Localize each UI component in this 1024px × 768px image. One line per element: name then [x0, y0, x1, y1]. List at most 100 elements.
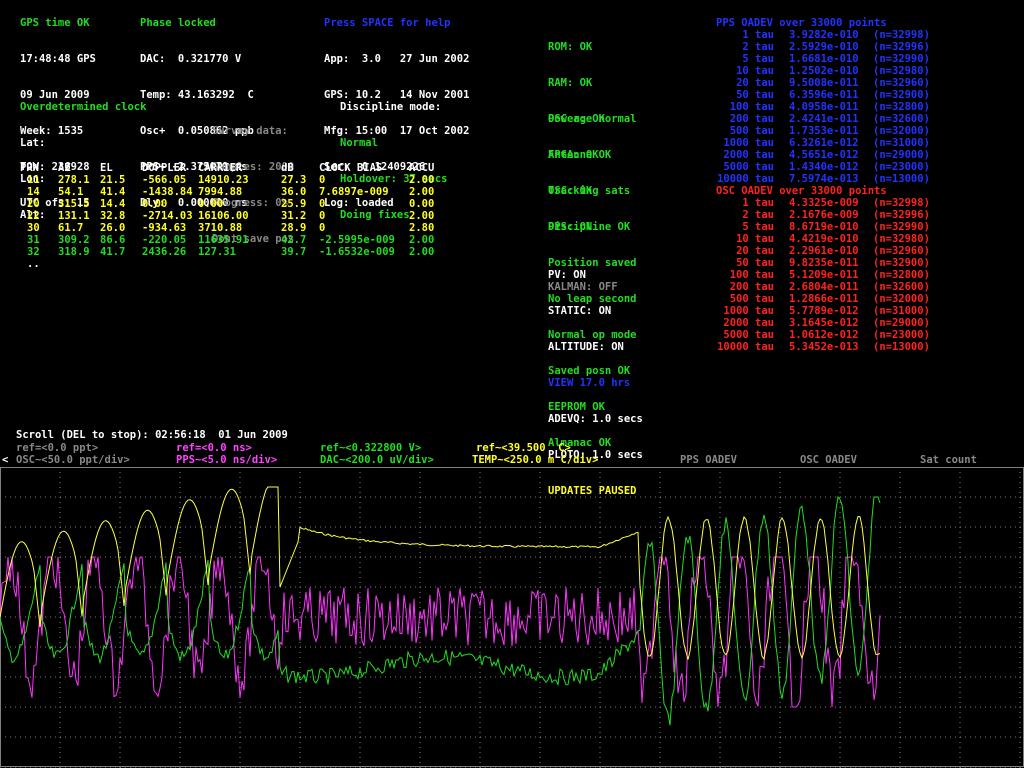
satellite-cell: -220.05 [142, 234, 187, 246]
adev-tau: 10 tau [736, 233, 774, 245]
pps-output-status: PPS: ON [548, 221, 593, 233]
satellite-cell: 2.00 [409, 186, 435, 198]
satellite-cell: -934.63 [142, 222, 187, 234]
satellite-cell: 2.00 [409, 210, 435, 222]
adev-count: (n=32998) [873, 29, 930, 41]
adev-row: 200 tau 2.6804e-011 (n=32600) [700, 281, 950, 293]
osc-scale-label: OSC~<50.0 ppt/div> [16, 454, 130, 466]
satellite-cell: 20 [27, 198, 40, 210]
adev-value: 4.0958e-011 [789, 101, 859, 113]
adev-tau: 1000 tau [723, 305, 774, 317]
discipline-title: Discipline mode: [340, 101, 442, 113]
satellite-cell: 31.2 [281, 210, 307, 222]
adev-value: 1.2502e-010 [789, 65, 859, 77]
phase-lines: DAC: 0.321770 V Temp: 43.163292 C Osc+ 0… [140, 29, 254, 221]
adev-count: (n=32600) [873, 113, 930, 125]
satellite-cell: 86.6 [100, 234, 126, 246]
satellite-cell: 2.00 [409, 234, 435, 246]
position-block: Lat: Lon: Alt: [20, 113, 45, 233]
adev-tau: 2000 tau [723, 149, 774, 161]
satellite-cell: 16106.00 [198, 210, 249, 222]
adev-tau: 2 tau [742, 41, 774, 53]
pps-ref-label: ref=<0.0 ns> [176, 442, 252, 454]
satellite-cell: 0.00 [198, 198, 224, 210]
adev-count: (n=32600) [873, 281, 930, 293]
satellite-cell: 31 [27, 234, 40, 246]
adev-count: (n=32900) [873, 257, 930, 269]
health-group-1: ROM: OK RAM: OK Power: OK FPGA: OK OSC: … [548, 17, 605, 209]
satellite-cell: 54.1 [58, 186, 84, 198]
adev-row: 50 tau 9.8235e-011 (n=32900) [700, 257, 950, 269]
satellite-cell: 36.0 [281, 186, 307, 198]
strip-chart-plot [0, 467, 1024, 768]
fpga-status: FPGA: OK [548, 149, 599, 161]
adev-value: 6.3596e-011 [789, 89, 859, 101]
satellite-cell: 2.00 [409, 246, 435, 258]
adev-row: 10000 tau 7.5974e-013 (n=13000) [700, 173, 950, 185]
satellite-cell: 32 [27, 246, 40, 258]
adev-count: (n=32000) [873, 125, 930, 137]
adev-row: 2 tau 2.5929e-010 (n=32996) [700, 41, 950, 53]
adev-count: (n=32980) [873, 233, 930, 245]
adev-value: 2.4241e-011 [789, 113, 859, 125]
dac-ref-label: ref~<0.322800 V> [320, 442, 422, 454]
satellite-cell: 42.7 [281, 234, 307, 246]
adev-tau: 5000 tau [723, 161, 774, 173]
adev-row: 50 tau 6.3596e-011 (n=32900) [700, 89, 950, 101]
satellite-cell: 2.00 [409, 174, 435, 186]
adev-count: (n=13000) [873, 341, 930, 353]
static-filter-status: STATIC: ON [548, 305, 612, 317]
pps-oadev-plot-label: PPS OADEV [680, 454, 737, 466]
adev-row: 1000 tau 5.7789e-012 (n=31000) [700, 305, 950, 317]
satellite-cell: 278.1 [58, 174, 90, 186]
col-carrier: CARRIER [198, 162, 243, 174]
help-hint: Press SPACE for help [324, 17, 451, 29]
serial-number: Ser: 0.12409226 [324, 161, 426, 173]
satellite-more: .. [27, 258, 40, 270]
health-group-3: PV: ON STATIC: ON ALTITUDE: ON [548, 245, 624, 365]
satellite-cell: -1438.84 [142, 186, 193, 198]
satellite-cell: 2.80 [409, 222, 435, 234]
adev-value: 9.8235e-011 [789, 257, 859, 269]
adev-count: (n=32996) [873, 209, 930, 221]
adev-tau: 50 tau [736, 89, 774, 101]
gps-version: GPS: 10.2 14 Nov 2001 [324, 89, 470, 101]
kalman-filter-status: KALMAN: OFF [548, 281, 618, 293]
adev-row: 5000 tau 1.0612e-012 (n=23000) [700, 329, 950, 341]
adev-row: 5 tau 1.6681e-010 (n=32990) [700, 53, 950, 65]
satellite-cell: 7.6897e-009 [319, 186, 389, 198]
adev-tau: 10000 tau [717, 173, 774, 185]
status-lines: 17:48:48 GPS 09 Jun 2009 Week: 1535 TOW:… [20, 29, 96, 221]
satellite-row: 30 61.7 26.0 -934.63 3710.88 28.9 0 2.80 [20, 222, 449, 234]
adev-count: (n=23000) [873, 329, 930, 341]
adev-value: 5.7789e-012 [789, 305, 859, 317]
satellite-cell: 27.3 [281, 174, 307, 186]
survey-save: Dont save pos [212, 233, 295, 245]
col-accu: ACCU [409, 162, 435, 174]
adev-tau: 100 tau [729, 269, 774, 281]
satellite-cell: 7994.88 [198, 186, 243, 198]
dac-scale-label: DAC~<200.0 uV/div> [320, 454, 434, 466]
rom-status: ROM: OK [548, 41, 593, 53]
gps-date: 09 Jun 2009 [20, 89, 90, 101]
leap-status: No leap second [548, 293, 637, 305]
satellite-cell: 39.7 [281, 246, 307, 258]
adev-tau: 1 tau [742, 29, 774, 41]
adev-value: 3.1645e-012 [789, 317, 859, 329]
pps-value: PPS+ -2.375079 ns [140, 161, 248, 173]
osc-adev-title: OSC OADEV over 33000 points [716, 185, 887, 197]
adev-value: 2.2961e-010 [789, 245, 859, 257]
temp-ref-label: ref~<39.500 C> [476, 442, 571, 454]
adev-row: 20 tau 2.2961e-010 (n=32960) [700, 245, 950, 257]
saved-posn-status: Saved posn OK [548, 365, 631, 377]
adev-tau: 2 tau [742, 209, 774, 221]
power-status: Power: OK [548, 113, 605, 125]
scroll-left-button[interactable]: < [2, 454, 9, 466]
adev-value: 7.5974e-013 [789, 173, 859, 185]
satellite-cell: 32.8 [100, 210, 126, 222]
pps-scale-label: PPS~<5.0 ns/div> [176, 454, 278, 466]
temp-value: Temp: 43.163292 C [140, 89, 254, 101]
satellite-cell: 0 [319, 198, 326, 210]
col-doppler: DOPPLER [142, 162, 187, 174]
op-mode-status: Normal op mode [548, 329, 637, 341]
